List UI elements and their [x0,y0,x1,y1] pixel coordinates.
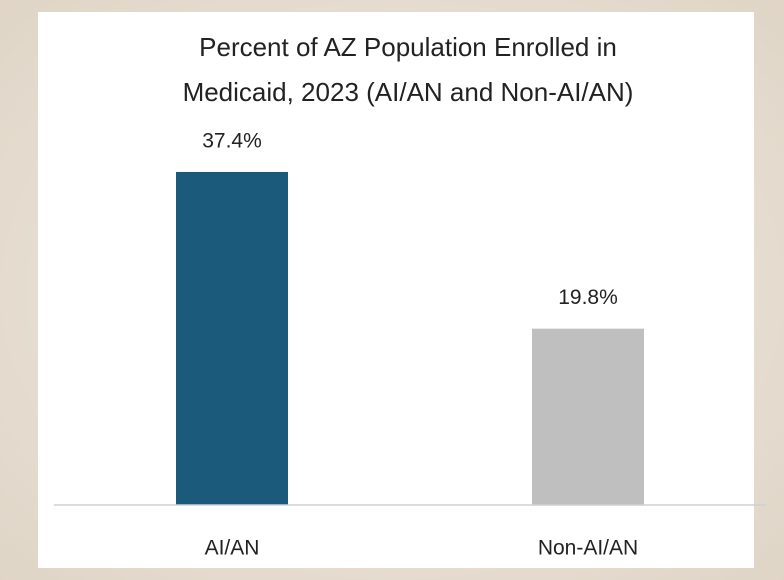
x-tick-label: Non-AI/AN [538,537,638,560]
bar [176,171,288,505]
bar [532,328,644,505]
chart-title: Medicaid, 2023 (AI/AN and Non-AI/AN) [183,77,634,107]
x-tick-label: AI/AN [205,537,260,560]
data-label: 19.8% [558,286,618,309]
chart-title: Percent of AZ Population Enrolled in [199,32,617,62]
data-label: 37.4% [202,130,262,153]
